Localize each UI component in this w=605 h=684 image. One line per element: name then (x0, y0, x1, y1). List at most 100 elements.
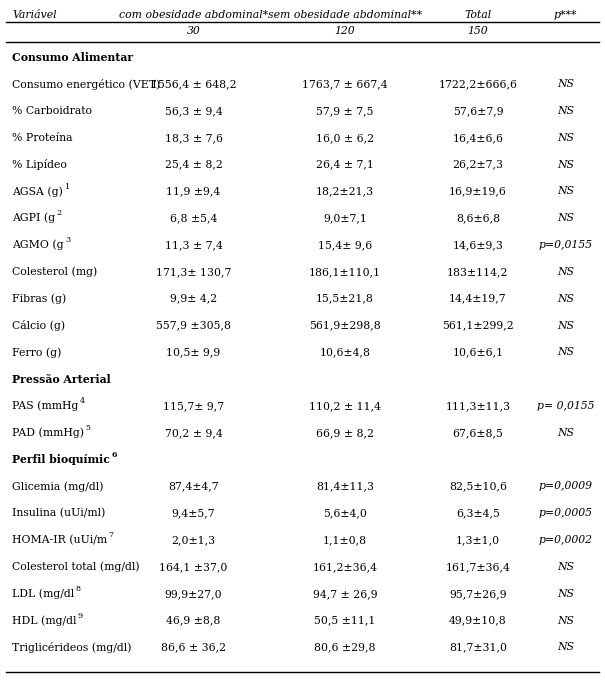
Text: 95,7±26,9: 95,7±26,9 (449, 589, 507, 598)
Text: NS: NS (557, 428, 574, 438)
Text: AGMO (g: AGMO (g (12, 240, 64, 250)
Text: 5,6±4,0: 5,6±4,0 (323, 508, 367, 518)
Text: com obesidade abdominal*: com obesidade abdominal* (119, 10, 268, 20)
Text: 7: 7 (108, 531, 113, 539)
Text: 14,6±9,3: 14,6±9,3 (453, 240, 503, 250)
Text: NS: NS (557, 187, 574, 196)
Text: 164,1 ±37,0: 164,1 ±37,0 (159, 562, 228, 572)
Text: Fibras (g): Fibras (g) (12, 293, 67, 304)
Text: 5: 5 (85, 424, 90, 432)
Text: PAS (mmHg: PAS (mmHg (12, 401, 79, 411)
Text: PAD (mmHg): PAD (mmHg) (12, 428, 84, 438)
Text: 81,7±31,0: 81,7±31,0 (449, 642, 507, 653)
Text: 80,6 ±29,8: 80,6 ±29,8 (314, 642, 376, 653)
Text: 15,4± 9,6: 15,4± 9,6 (318, 240, 372, 250)
Text: NS: NS (557, 79, 574, 89)
Text: 1556,4 ± 648,2: 1556,4 ± 648,2 (151, 79, 237, 89)
Text: 11,3 ± 7,4: 11,3 ± 7,4 (165, 240, 223, 250)
Text: Pressão Arterial: Pressão Arterial (12, 373, 111, 384)
Text: % Proteína: % Proteína (12, 133, 73, 143)
Text: 57,9 ± 7,5: 57,9 ± 7,5 (316, 106, 374, 116)
Text: HDL (mg/dl: HDL (mg/dl (12, 616, 77, 626)
Text: 10,6±6,1: 10,6±6,1 (453, 347, 503, 357)
Text: 25,4 ± 8,2: 25,4 ± 8,2 (165, 159, 223, 170)
Text: 120: 120 (335, 26, 355, 36)
Text: 111,3±11,3: 111,3±11,3 (445, 401, 511, 411)
Text: NS: NS (557, 321, 574, 330)
Text: 16,4±6,6: 16,4±6,6 (453, 133, 503, 143)
Text: NS: NS (557, 159, 574, 170)
Text: 81,4±11,3: 81,4±11,3 (316, 482, 374, 492)
Text: 16,0 ± 6,2: 16,0 ± 6,2 (316, 133, 374, 143)
Text: 3: 3 (65, 236, 70, 244)
Text: HOMA-IR (uUi/m: HOMA-IR (uUi/m (12, 535, 107, 545)
Text: 1722,2±666,6: 1722,2±666,6 (439, 79, 517, 89)
Text: 8,6±6,8: 8,6±6,8 (456, 213, 500, 223)
Text: Cálcio (g): Cálcio (g) (12, 320, 65, 331)
Text: AGPI (g: AGPI (g (12, 213, 55, 224)
Text: Colesterol (mg): Colesterol (mg) (12, 267, 97, 277)
Text: 67,6±8,5: 67,6±8,5 (453, 428, 503, 438)
Text: 6,3±4,5: 6,3±4,5 (456, 508, 500, 518)
Text: 94,7 ± 26,9: 94,7 ± 26,9 (313, 589, 377, 598)
Text: 1763,7 ± 667,4: 1763,7 ± 667,4 (302, 79, 388, 89)
Text: Ferro (g): Ferro (g) (12, 347, 62, 358)
Text: 11,9 ±9,4: 11,9 ±9,4 (166, 187, 221, 196)
Text: Glicemia (mg/dl): Glicemia (mg/dl) (12, 481, 103, 492)
Text: % Carboidrato: % Carboidrato (12, 106, 92, 116)
Text: 561,9±298,8: 561,9±298,8 (309, 321, 381, 330)
Text: Variável: Variável (12, 10, 57, 20)
Text: p=0,0005: p=0,0005 (538, 508, 593, 518)
Text: 171,3± 130,7: 171,3± 130,7 (156, 267, 231, 277)
Text: 161,7±36,4: 161,7±36,4 (445, 562, 511, 572)
Text: 15,5±21,8: 15,5±21,8 (316, 293, 374, 304)
Text: NS: NS (557, 589, 574, 598)
Text: Insulina (uUi/ml): Insulina (uUi/ml) (12, 508, 105, 518)
Text: 186,1±110,1: 186,1±110,1 (309, 267, 381, 277)
Text: 1: 1 (64, 183, 70, 191)
Text: 50,5 ±11,1: 50,5 ±11,1 (314, 616, 376, 626)
Text: 26,4 ± 7,1: 26,4 ± 7,1 (316, 159, 374, 170)
Text: 557,9 ±305,8: 557,9 ±305,8 (156, 321, 231, 330)
Text: 46,9 ±8,8: 46,9 ±8,8 (166, 616, 221, 626)
Text: 9: 9 (78, 611, 83, 620)
Text: NS: NS (557, 293, 574, 304)
Text: 2: 2 (56, 209, 62, 218)
Text: 30: 30 (187, 26, 200, 36)
Text: Consumo Alimentar: Consumo Alimentar (12, 52, 133, 63)
Text: NS: NS (557, 133, 574, 143)
Text: LDL (mg/dl: LDL (mg/dl (12, 588, 74, 599)
Text: p=0,0002: p=0,0002 (538, 535, 593, 545)
Text: 49,9±10,8: 49,9±10,8 (449, 616, 507, 626)
Text: 9,9± 4,2: 9,9± 4,2 (170, 293, 217, 304)
Text: 70,2 ± 9,4: 70,2 ± 9,4 (165, 428, 223, 438)
Text: 16,9±19,6: 16,9±19,6 (449, 187, 507, 196)
Text: 561,1±299,2: 561,1±299,2 (442, 321, 514, 330)
Text: 4: 4 (80, 397, 85, 405)
Text: 99,9±27,0: 99,9±27,0 (165, 589, 223, 598)
Text: 183±114,2: 183±114,2 (447, 267, 509, 277)
Text: % Lipídeo: % Lipídeo (12, 159, 67, 170)
Text: 18,3 ± 7,6: 18,3 ± 7,6 (165, 133, 223, 143)
Text: 110,2 ± 11,4: 110,2 ± 11,4 (309, 401, 381, 411)
Text: 14,4±19,7: 14,4±19,7 (449, 293, 507, 304)
Text: 66,9 ± 8,2: 66,9 ± 8,2 (316, 428, 374, 438)
Text: AGSA (g): AGSA (g) (12, 186, 63, 197)
Text: 86,6 ± 36,2: 86,6 ± 36,2 (161, 642, 226, 653)
Text: p=0,0009: p=0,0009 (538, 482, 593, 492)
Text: 9,0±7,1: 9,0±7,1 (323, 213, 367, 223)
Text: NS: NS (557, 213, 574, 223)
Text: 150: 150 (468, 26, 488, 36)
Text: NS: NS (557, 562, 574, 572)
Text: 1,1±0,8: 1,1±0,8 (323, 535, 367, 545)
Text: p=0,0155: p=0,0155 (538, 240, 593, 250)
Text: 56,3 ± 9,4: 56,3 ± 9,4 (165, 106, 223, 116)
Text: 161,2±36,4: 161,2±36,4 (312, 562, 378, 572)
Text: 10,6±4,8: 10,6±4,8 (319, 347, 370, 357)
Text: 6: 6 (111, 451, 117, 459)
Text: Total: Total (464, 10, 492, 20)
Text: p***: p*** (554, 10, 577, 20)
Text: 115,7± 9,7: 115,7± 9,7 (163, 401, 224, 411)
Text: NS: NS (557, 642, 574, 653)
Text: 9,4±5,7: 9,4±5,7 (172, 508, 215, 518)
